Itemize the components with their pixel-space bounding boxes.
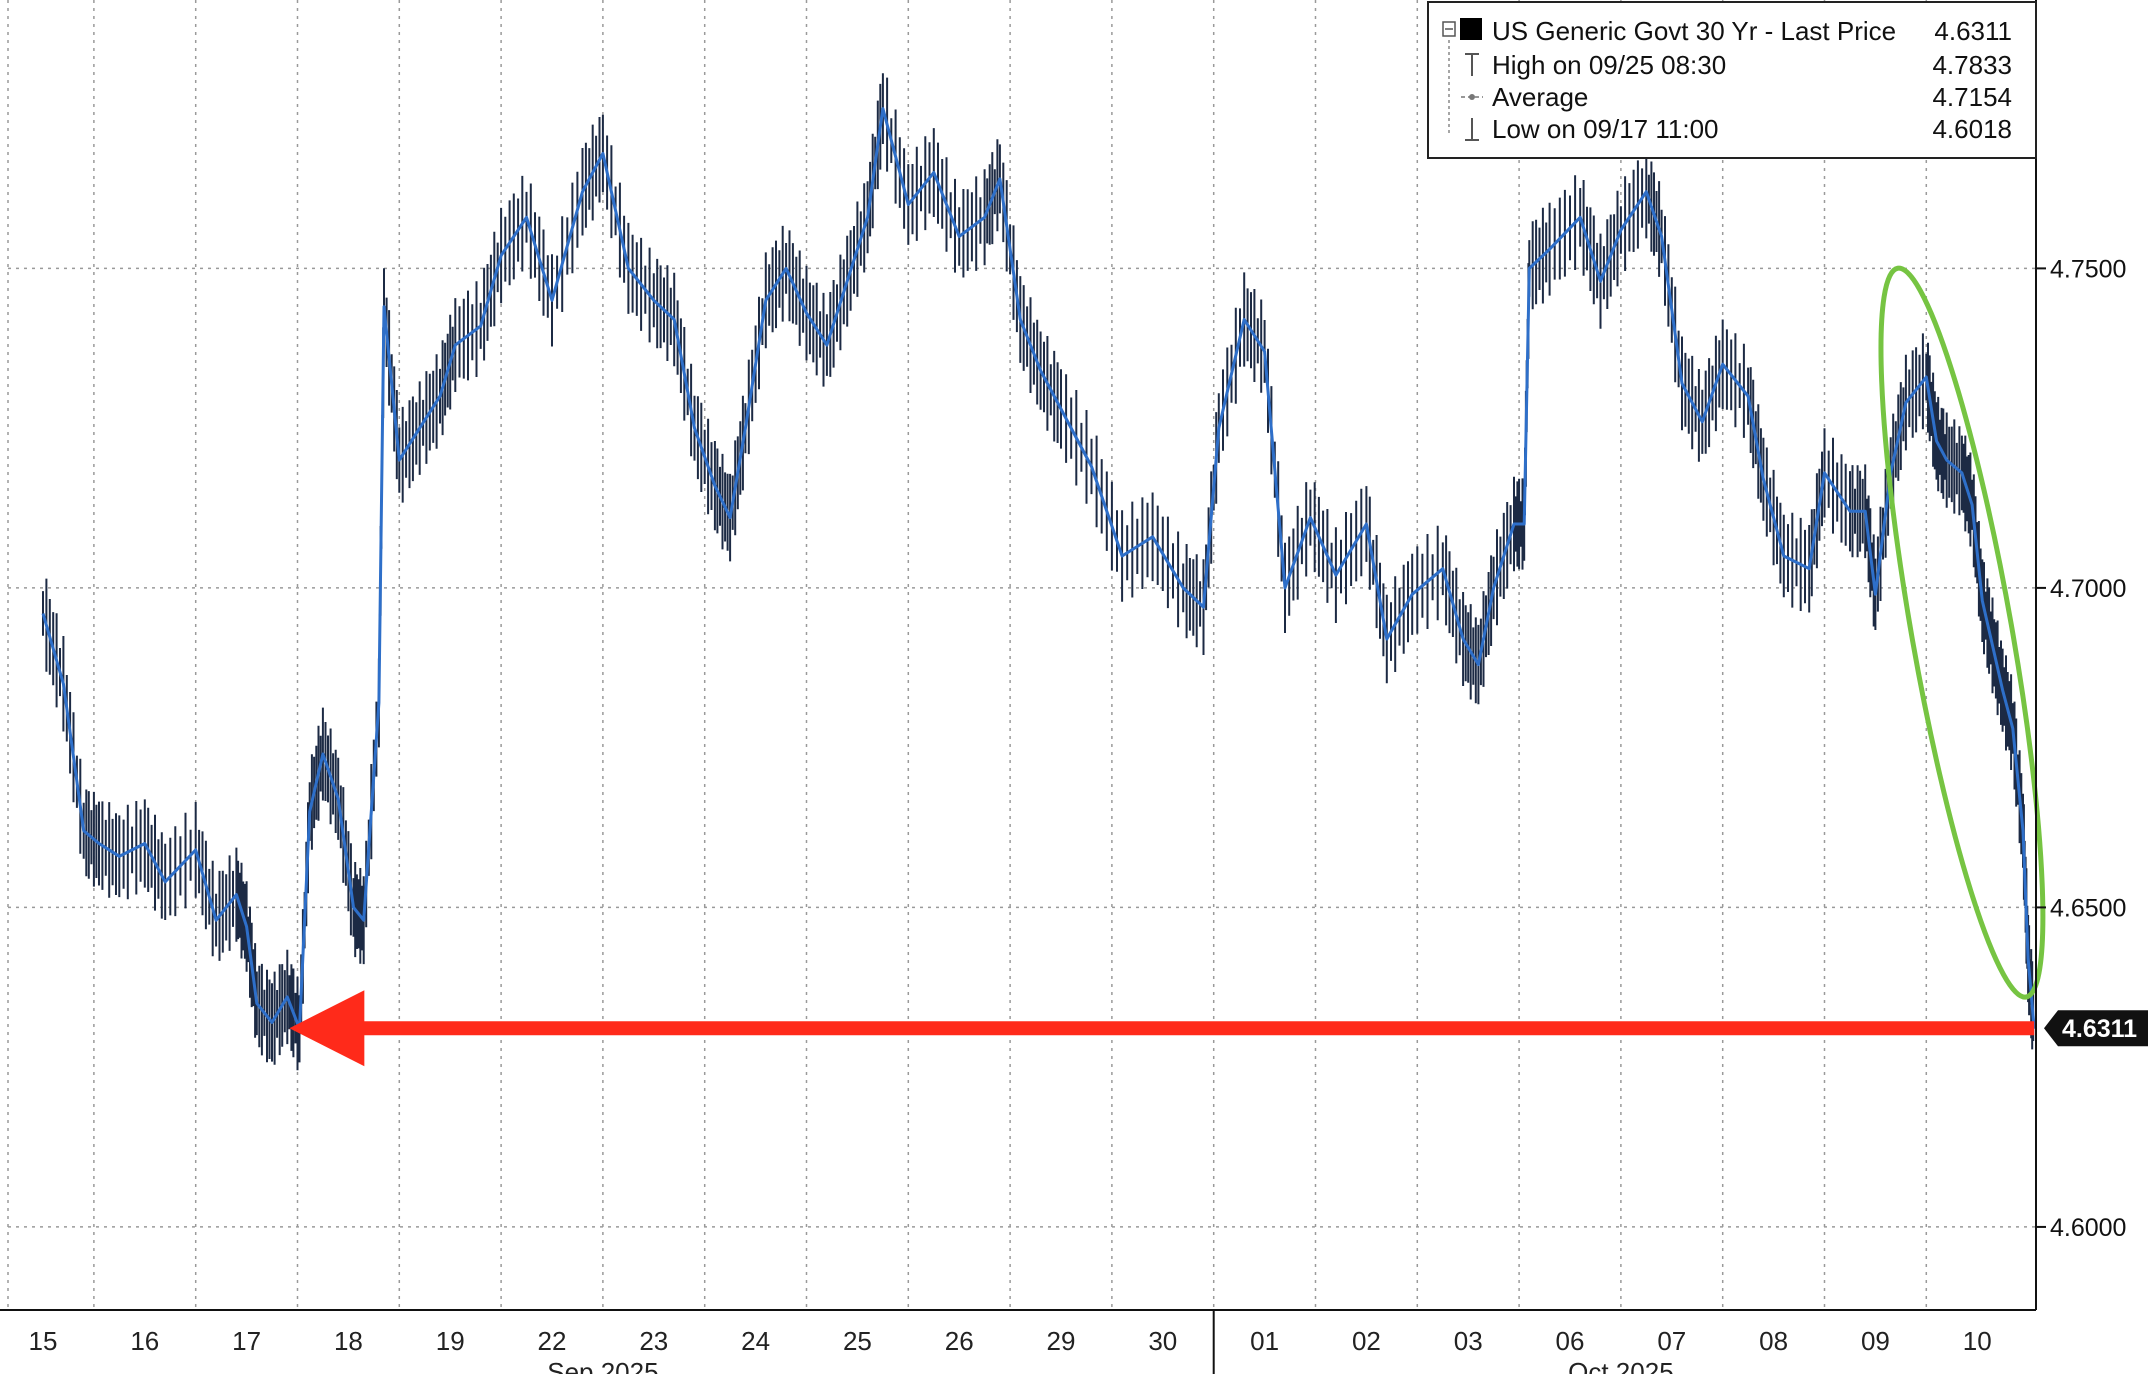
legend-average-value: 4.7154 [1932, 82, 2012, 112]
x-tick-label: 19 [436, 1326, 465, 1356]
annotation-ellipse [1878, 265, 2046, 1000]
legend-series-value: 4.6311 [1934, 16, 2012, 46]
legend: US Generic Govt 30 Yr - Last Price 4.631… [1427, 1, 2037, 159]
x-tick-label: 24 [741, 1326, 770, 1356]
series-swatch-icon [1460, 18, 1482, 40]
legend-high-label: High on 09/25 08:30 [1492, 50, 1726, 80]
y-tick-label: 4.6000 [2050, 1214, 2126, 1242]
grid [7, 0, 2036, 1310]
legend-low-value: 4.6018 [1932, 114, 2012, 144]
x-tick-label: 15 [29, 1326, 58, 1356]
x-tick-label: 22 [538, 1326, 567, 1356]
high-marker-icon [1465, 53, 1479, 76]
x-tick-label: 26 [945, 1326, 974, 1356]
y-tick-label: 4.7000 [2050, 575, 2126, 603]
legend-average-label: Average [1492, 82, 1588, 112]
x-tick-label: 02 [1352, 1326, 1381, 1356]
collapse-icon [1442, 21, 1456, 37]
x-tick-label: 18 [334, 1326, 363, 1356]
last-price-tag: 4.6311 [2044, 1010, 2148, 1047]
price-range-bars [42, 73, 2035, 1071]
x-tick-label: 06 [1556, 1326, 1585, 1356]
legend-high-value: 4.7833 [1932, 50, 2012, 80]
x-tick-label: 29 [1047, 1326, 1076, 1356]
annotations [289, 265, 2046, 1067]
last-price-label: 4.6311 [2062, 1015, 2137, 1043]
series-line [41, 107, 2036, 1031]
x-tick-label: 07 [1657, 1326, 1686, 1356]
average-marker-icon [1461, 94, 1483, 100]
month-label: Oct 2025 [1568, 1357, 1674, 1374]
legend-low-label: Low on 09/17 11:00 [1492, 114, 1718, 144]
x-tick-label: 09 [1861, 1326, 1890, 1356]
legend-series-title: US Generic Govt 30 Yr - Last Price [1492, 16, 1896, 46]
legend-box [1427, 1, 2037, 159]
x-tick-label: 03 [1454, 1326, 1483, 1356]
x-tick-label: 30 [1148, 1326, 1177, 1356]
y-tick-label: 4.6500 [2050, 894, 2126, 922]
x-tick-label: 01 [1250, 1326, 1279, 1356]
x-tick-label: 23 [639, 1326, 668, 1356]
low-marker-icon [1465, 118, 1479, 141]
y-tick-label: 4.7500 [2050, 255, 2126, 283]
month-label: Sep 2025 [547, 1357, 658, 1374]
x-tick-label: 16 [130, 1326, 159, 1356]
last-price-badge [2044, 1010, 2148, 1047]
x-tick-label: 08 [1759, 1326, 1788, 1356]
series-layer [41, 73, 2036, 1071]
annotation-arrow-head [289, 990, 365, 1067]
x-tick-label: 25 [843, 1326, 872, 1356]
x-tick-label: 10 [1963, 1326, 1992, 1356]
x-tick-label: 17 [232, 1326, 261, 1356]
